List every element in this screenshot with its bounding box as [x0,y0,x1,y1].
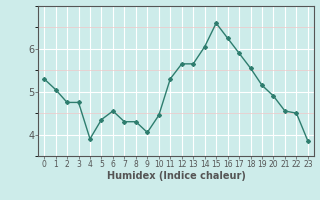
X-axis label: Humidex (Indice chaleur): Humidex (Indice chaleur) [107,171,245,181]
